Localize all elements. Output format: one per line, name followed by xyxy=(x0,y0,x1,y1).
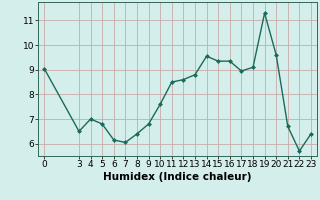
X-axis label: Humidex (Indice chaleur): Humidex (Indice chaleur) xyxy=(103,172,252,182)
